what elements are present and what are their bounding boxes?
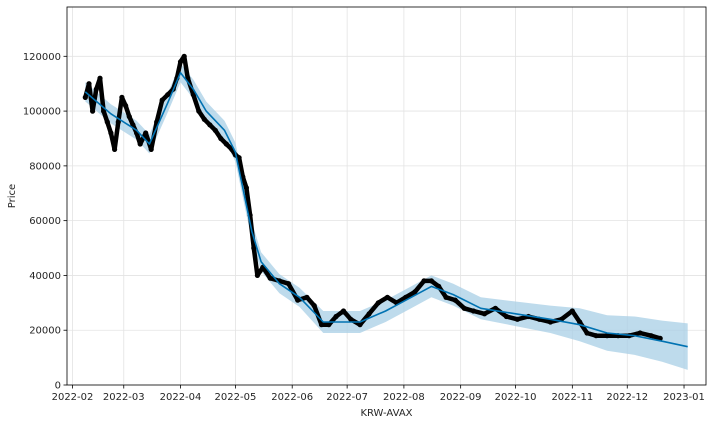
- observed-point: [143, 130, 149, 136]
- observed-point: [366, 311, 372, 317]
- observed-point: [593, 333, 599, 339]
- y-tick-label: 100000: [23, 107, 61, 118]
- observed-point: [357, 322, 363, 328]
- observed-point: [514, 316, 521, 322]
- observed-point: [311, 303, 317, 309]
- observed-point: [212, 127, 218, 133]
- observed-point: [604, 333, 610, 339]
- observed-point: [547, 319, 554, 325]
- observed-point: [470, 308, 477, 314]
- y-tick-label: 40000: [29, 271, 61, 282]
- observed-point: [348, 316, 354, 322]
- forecast-line: [84, 71, 688, 348]
- observed-point: [318, 322, 325, 328]
- x-tick-label: 2022-08: [383, 392, 425, 403]
- y-axis-title: Price: [7, 184, 18, 208]
- observed-point: [119, 94, 125, 100]
- observed-point: [577, 319, 583, 325]
- observed-point: [112, 146, 118, 152]
- observed-point: [90, 108, 96, 114]
- observed-point: [384, 294, 390, 300]
- y-tick-label: 0: [55, 381, 61, 392]
- observed-point: [375, 300, 381, 306]
- y-axis-ticks: 0 20000 40000 60000 80000 100000 120000: [23, 52, 67, 392]
- x-tick-label: 2022-11: [551, 392, 593, 403]
- observed-point: [443, 294, 449, 300]
- observed-point: [196, 108, 202, 114]
- plot-frame: [66, 6, 707, 386]
- observed-point: [177, 59, 184, 65]
- observed-point: [165, 92, 171, 98]
- observed-point: [82, 94, 88, 100]
- observed-point: [223, 141, 229, 147]
- observed-point: [304, 294, 310, 300]
- y-tick-label: 60000: [29, 216, 61, 227]
- observed-point: [251, 245, 257, 251]
- observed-point: [159, 97, 165, 103]
- observed-point: [93, 86, 99, 92]
- observed-point: [267, 275, 273, 281]
- uncertainty-band-layer: [85, 63, 688, 370]
- x-tick-label: 2022-07: [326, 392, 368, 403]
- x-tick-label: 2022-04: [160, 392, 202, 403]
- observed-point: [452, 297, 458, 303]
- x-tick-label: 2022-06: [271, 392, 313, 403]
- observed-point: [104, 119, 110, 125]
- observed-point: [236, 155, 242, 161]
- observed-points-layer: [82, 53, 663, 341]
- observed-point: [637, 330, 643, 336]
- observed-point: [201, 116, 207, 122]
- x-tick-label: 2022-10: [495, 392, 537, 403]
- observed-point: [130, 122, 136, 128]
- observed-point: [481, 311, 488, 317]
- observed-point: [126, 114, 132, 120]
- observed-point: [436, 283, 442, 289]
- observed-point: [421, 278, 427, 284]
- x-tick-label: 2022-03: [103, 392, 145, 403]
- x-tick-label: 2023-01: [663, 392, 705, 403]
- forecast-line-layer: [84, 71, 688, 348]
- x-tick-label: 2022-09: [440, 392, 482, 403]
- observed-point: [295, 297, 301, 303]
- observed-point: [285, 281, 292, 287]
- observed-point: [108, 130, 114, 136]
- observed-point: [243, 185, 249, 191]
- observed-point: [137, 141, 143, 147]
- x-tick-label: 2022-12: [606, 392, 648, 403]
- observed-point: [403, 294, 409, 300]
- y-tick-label: 80000: [29, 161, 61, 172]
- observed-point: [148, 146, 154, 152]
- observed-point: [461, 305, 467, 311]
- observed-point: [340, 308, 347, 314]
- y-tick-label: 20000: [29, 326, 61, 337]
- uncertainty-band: [85, 63, 688, 370]
- observed-point: [503, 313, 509, 320]
- observed-point: [207, 122, 213, 128]
- observed-point: [412, 289, 418, 295]
- observed-point: [190, 92, 196, 98]
- observed-point: [584, 330, 590, 336]
- observed-point: [101, 108, 107, 114]
- observed-point: [569, 308, 575, 314]
- observed-point: [254, 272, 260, 278]
- x-axis-ticks: 2022-02 2022-03 2022-04 2022-05 2022-06 2022-…: [52, 385, 705, 403]
- observed-point: [648, 333, 654, 339]
- y-tick-label: 120000: [23, 52, 61, 63]
- observed-point: [428, 278, 434, 284]
- observed-point: [218, 135, 224, 142]
- observed-point: [657, 335, 663, 341]
- observed-point: [97, 75, 103, 81]
- observed-point: [333, 313, 339, 320]
- observed-point: [181, 53, 187, 59]
- x-axis-title: KRW-AVAX: [360, 408, 412, 419]
- observed-point: [326, 322, 332, 328]
- x-tick-label: 2022-02: [52, 392, 94, 403]
- observed-point: [86, 81, 92, 87]
- observed-point: [123, 103, 129, 109]
- x-tick-label: 2022-05: [215, 392, 257, 403]
- observed-point: [115, 119, 121, 125]
